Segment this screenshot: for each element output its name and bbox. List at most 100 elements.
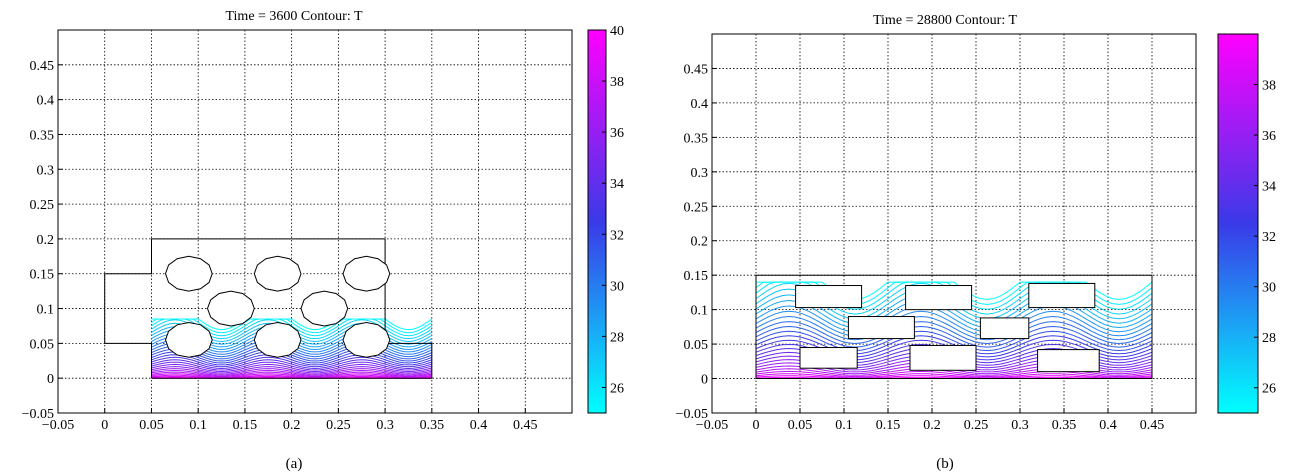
obstacle-rect bbox=[909, 344, 977, 371]
colorbar-tick-label: 34 bbox=[1262, 180, 1276, 195]
y-tick-label: 0.2 bbox=[691, 235, 709, 250]
obstacle-circle bbox=[253, 321, 302, 358]
colorbar-tick-label: 32 bbox=[610, 228, 624, 243]
colorbar-tick-label: 38 bbox=[1262, 79, 1276, 94]
contour-line bbox=[151, 363, 432, 373]
y-tick-label: 0.1 bbox=[691, 304, 709, 319]
obstacle-circle bbox=[164, 321, 213, 358]
contour-line bbox=[755, 299, 1153, 329]
obstacle-rect bbox=[799, 347, 858, 369]
contour-line bbox=[755, 373, 1153, 379]
contour-line bbox=[755, 335, 1153, 355]
contour-line bbox=[151, 376, 432, 379]
panel-a-caption: (a) bbox=[286, 456, 303, 472]
x-tick-label: 0.3 bbox=[376, 418, 394, 433]
y-tick-label: 0.1 bbox=[37, 303, 55, 318]
obstacle-rect bbox=[1028, 282, 1096, 309]
panel-a-title: Time = 3600 Contour: T bbox=[225, 9, 362, 24]
contour-line bbox=[151, 361, 432, 371]
contour-line bbox=[151, 369, 432, 376]
contour-line bbox=[755, 370, 1153, 378]
x-tick-label: 0.15 bbox=[233, 418, 258, 433]
y-tick-label: 0.2 bbox=[37, 233, 55, 248]
contour-line bbox=[151, 351, 432, 364]
contour-line bbox=[151, 374, 432, 379]
colorbar-gradient bbox=[587, 29, 607, 414]
x-tick-label: 0.05 bbox=[139, 418, 164, 433]
colorbar-tick-label: 36 bbox=[1262, 129, 1276, 144]
x-tick-label: 0.1 bbox=[189, 418, 207, 433]
y-tick-label: −0.05 bbox=[22, 407, 54, 422]
colorbar-tick-label: 26 bbox=[1262, 382, 1276, 397]
contour-line bbox=[151, 359, 432, 370]
x-tick-label: 0.05 bbox=[788, 418, 813, 433]
panel-b-title: Time = 28800 Contour: T bbox=[873, 13, 1017, 28]
obstacles bbox=[164, 255, 391, 358]
x-tick-label: 0.25 bbox=[964, 418, 989, 433]
colorbar-tick-label: 34 bbox=[610, 177, 624, 192]
x-tick-label: 0.45 bbox=[1140, 418, 1165, 433]
axes-box bbox=[57, 29, 573, 414]
y-tick-label: 0.15 bbox=[684, 269, 709, 284]
contour-line bbox=[151, 373, 432, 378]
obstacle-circle bbox=[206, 290, 255, 327]
obstacle-circle bbox=[300, 290, 349, 327]
contour-line bbox=[755, 310, 1153, 337]
panel-b: Time = 28800 Contour: T −0.05 0 0.05 0.1 0.1… bbox=[676, 13, 1276, 472]
y-tick-label: 0.4 bbox=[691, 97, 709, 112]
x-tick-label: 0.45 bbox=[513, 418, 538, 433]
y-tick-label: 0 bbox=[701, 373, 708, 388]
x-tick-label: 0.35 bbox=[1052, 418, 1077, 433]
contour-line bbox=[756, 281, 1153, 300]
colorbar-tick-label: 38 bbox=[610, 75, 624, 90]
contour-line bbox=[755, 325, 1153, 348]
x-tick-label: 0.15 bbox=[876, 418, 901, 433]
y-tick-label: 0.05 bbox=[30, 337, 55, 352]
contour-line bbox=[151, 368, 432, 375]
contour-line bbox=[755, 375, 1153, 379]
domain-outline bbox=[755, 274, 1153, 379]
x-tick-label: −0.05 bbox=[696, 418, 728, 433]
obstacle-circle bbox=[342, 255, 391, 292]
y-tick-label: 0.4 bbox=[37, 94, 55, 109]
plot-area bbox=[58, 30, 572, 413]
x-tick-label: 0.1 bbox=[835, 418, 853, 433]
y-tick-label: 0.45 bbox=[30, 59, 55, 74]
colorbar-tick-label: 30 bbox=[610, 279, 624, 294]
obstacle-circle bbox=[164, 255, 213, 292]
obstacle-rect bbox=[979, 317, 1030, 340]
x-tick-label: 0.2 bbox=[923, 418, 941, 433]
y-tick-label: 0.3 bbox=[37, 163, 55, 178]
panel-a-plot: −0.05 0 0.05 0.1 0.15 0.2 0.25 0.3 0.35 0.4 0.45 −0… bbox=[22, 24, 624, 433]
x-tick-label: 0 bbox=[753, 418, 760, 433]
panel-a: Time = 3600 Contour: T −0.05 0 0.05 0.1 0.15… bbox=[22, 9, 624, 472]
colorbar-gradient bbox=[1217, 33, 1259, 414]
obstacle-rect bbox=[847, 316, 915, 340]
colorbar-tick-label: 28 bbox=[610, 330, 624, 345]
x-tick-label: 0.2 bbox=[283, 418, 301, 433]
obstacle-rect bbox=[1037, 349, 1100, 373]
y-tick-label: 0.25 bbox=[30, 198, 55, 213]
obstacle-circle bbox=[253, 255, 302, 292]
y-tick-label: 0 bbox=[47, 372, 54, 387]
contour-line bbox=[755, 305, 1153, 333]
contour-line bbox=[151, 371, 432, 377]
x-tick-label: 0.4 bbox=[470, 418, 488, 433]
contour-line bbox=[151, 366, 432, 374]
obstacle-rect bbox=[795, 285, 863, 309]
contour-line bbox=[151, 354, 432, 366]
x-tick-label: −0.05 bbox=[42, 418, 74, 433]
contour-line bbox=[755, 315, 1153, 341]
x-tick-label: 0.4 bbox=[1099, 418, 1117, 433]
panel-b-caption: (b) bbox=[936, 456, 954, 472]
y-tick-label: −0.05 bbox=[676, 407, 708, 422]
contour-line bbox=[755, 321, 1153, 345]
domain-outline bbox=[104, 238, 433, 379]
contour-line bbox=[755, 330, 1153, 352]
colorbar-tick-label: 28 bbox=[1262, 331, 1276, 346]
colorbar-tick-label: 40 bbox=[610, 24, 624, 39]
obstacle-circle bbox=[342, 321, 391, 358]
x-tick-label: 0 bbox=[101, 418, 108, 433]
contour-line bbox=[151, 356, 432, 368]
